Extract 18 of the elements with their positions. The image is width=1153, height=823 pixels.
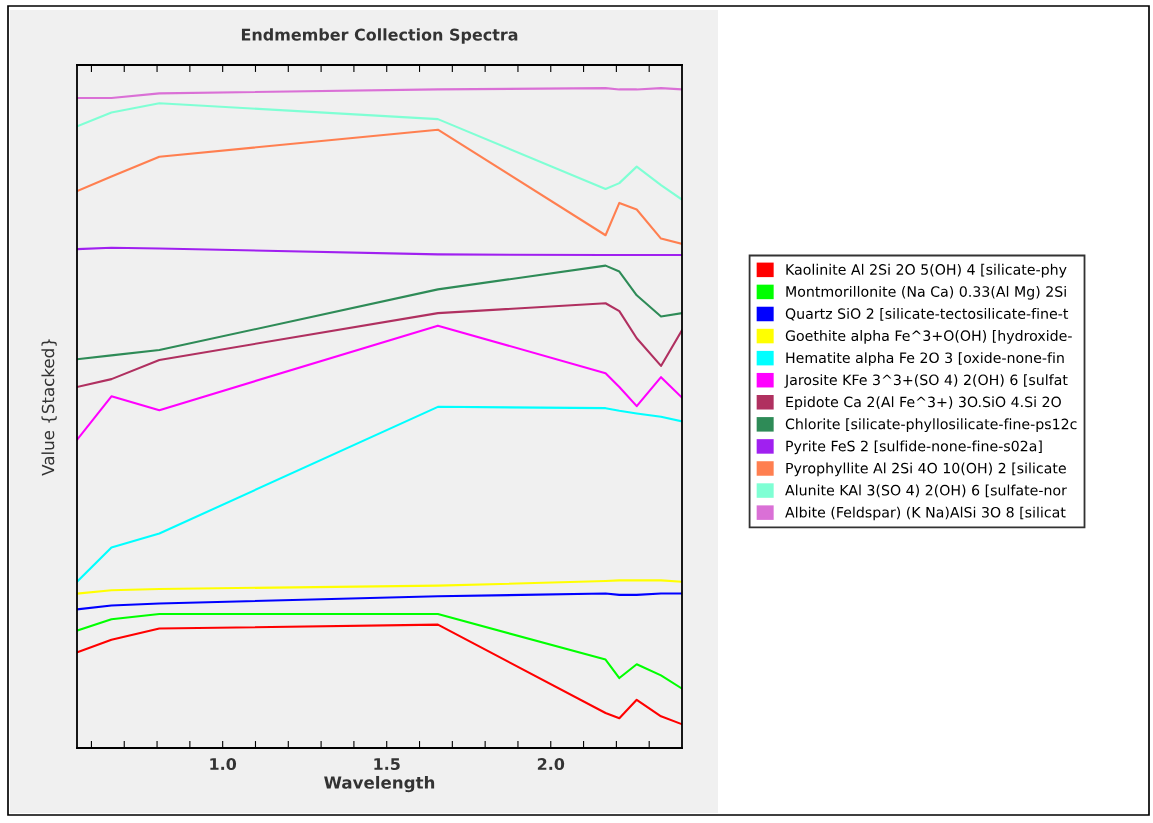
x-tick-label: 1.0 xyxy=(210,758,237,771)
legend-label: Kaolinite Al 2Si 2O 5(OH) 4 [silicate-phy xyxy=(786,263,1067,278)
legend-label: Goethite alpha Fe^3+O(OH) [hydroxide- xyxy=(785,330,1072,344)
legend-label: Quartz SiO 2 [silicate-tectosilicate-fine-t xyxy=(785,308,1069,321)
x-axis-title: Wavelength xyxy=(324,775,435,793)
legend-label: Alunite KAl 3(SO 4) 2(OH) 6 [sulfate-nor xyxy=(785,484,1067,498)
chart-title: Endmember Collection Spectra xyxy=(241,28,518,44)
y-axis-title: Value {Stacked} xyxy=(41,339,57,476)
x-tick-label: 1.5 xyxy=(374,758,400,771)
x-tick-label: 2.0 xyxy=(537,758,565,771)
legend-label: Albite (Feldspar) (K Na)AlSi 3O 8 [silicat xyxy=(785,506,1066,521)
legend-label: Chlorite [silicate-phyllosilicate-fine-ps12c xyxy=(785,418,1077,433)
legend-label: Hematite alpha Fe 2O 3 [oxide-none-fin xyxy=(786,352,1064,366)
legend-label: Jarosite KFe 3^3+(SO 4) 2(OH) 6 [sulfat xyxy=(784,374,1068,388)
legend-label: Epidote Ca 2(Al Fe^3+) 3O.SiO 4.Si 2O xyxy=(786,396,1061,410)
legend-label: Pyrite FeS 2 [sulfide-none-fine-s02a] xyxy=(786,440,1042,455)
legend-label: Montmorillonite (Na Ca) 0.33(Al Mg) 2Si xyxy=(786,285,1066,300)
legend-label: Pyrophyllite Al 2Si 4O 10(OH) 2 [silicate xyxy=(786,462,1066,477)
